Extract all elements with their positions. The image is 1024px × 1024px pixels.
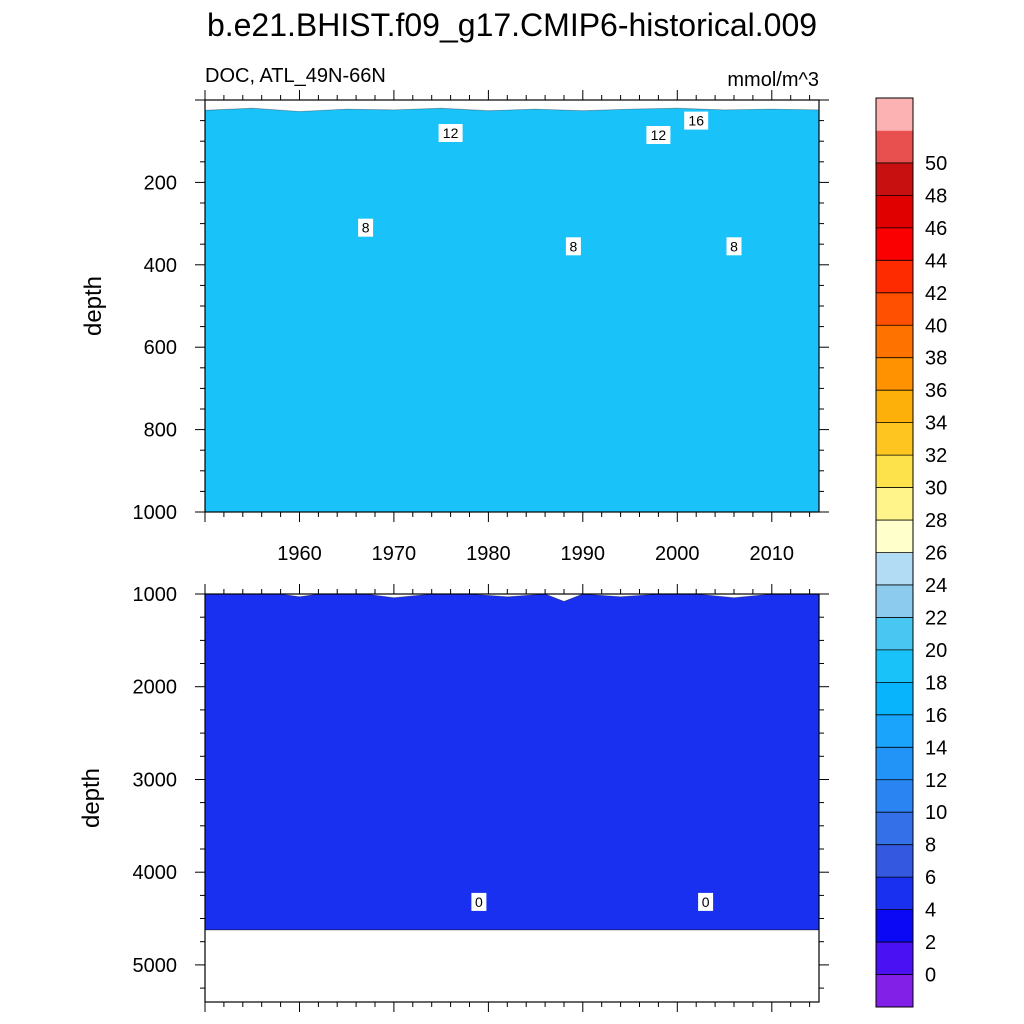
colorbar-swatch-50 xyxy=(876,130,913,164)
colorbar-swatch-6 xyxy=(876,844,913,878)
lower-band-level-6 xyxy=(204,593,820,931)
upper-band-level-18 xyxy=(204,107,820,513)
colorbar-swatch-16 xyxy=(876,682,913,716)
lower-y-tick-label-5000: 5000 xyxy=(133,955,178,977)
colorbar-swatch-40 xyxy=(876,292,913,326)
colorbar-swatch-22 xyxy=(876,584,913,618)
upper-y-tick-label-1000: 1000 xyxy=(133,502,178,524)
colorbar-swatch-4 xyxy=(876,877,913,910)
colorbar-label-30: 30 xyxy=(925,478,947,500)
upper-contour-label-4: 8 xyxy=(570,238,578,254)
colorbar-label-6: 6 xyxy=(925,867,936,889)
lower-y-tick-label-2000: 2000 xyxy=(133,677,178,699)
colorbar-swatch-8 xyxy=(876,812,913,845)
colorbar-swatch-0 xyxy=(876,942,913,975)
upper-y-tick-label-600: 600 xyxy=(144,337,177,359)
colorbar-swatch-20 xyxy=(876,617,913,651)
colorbar-label-46: 46 xyxy=(925,218,947,240)
upper-contour-label-5: 8 xyxy=(730,238,738,254)
colorbar-swatch-30 xyxy=(876,455,913,488)
colorbar-label-12: 12 xyxy=(925,770,947,792)
upper-contour-label-box-5 xyxy=(726,237,742,256)
upper-contour-label-0: 12 xyxy=(443,125,459,141)
colorbar-label-40: 40 xyxy=(925,315,947,337)
upper-x-tick-label-1960: 1960 xyxy=(277,543,322,565)
colorbar-label-36: 36 xyxy=(925,380,947,402)
colorbar-label-0: 0 xyxy=(925,965,936,987)
colorbar-label-38: 38 xyxy=(925,348,947,370)
colorbar-swatch-46 xyxy=(876,195,913,229)
colorbar-label-2: 2 xyxy=(925,932,936,954)
colorbar-swatch-52 xyxy=(876,98,913,131)
upper-units-label: mmol/m^3 xyxy=(727,69,819,91)
colorbar-label-32: 32 xyxy=(925,445,947,467)
colorbar-swatch-34 xyxy=(876,390,913,423)
colorbar-label-10: 10 xyxy=(925,802,947,824)
colorbar-swatch--2 xyxy=(876,974,913,1008)
colorbar-label-28: 28 xyxy=(925,510,947,532)
lower-contour-label-0: 0 xyxy=(475,894,483,910)
colorbar-label-24: 24 xyxy=(925,575,947,597)
upper-y-tick-label-400: 400 xyxy=(144,255,177,277)
colorbar-swatch-28 xyxy=(876,487,913,521)
colorbar-swatch-48 xyxy=(876,162,913,196)
upper-contour-label-2: 16 xyxy=(688,113,704,129)
lower-y-tick-label-3000: 3000 xyxy=(133,770,178,792)
upper-contour-label-box-3 xyxy=(358,218,374,237)
colorbar-swatch-2 xyxy=(876,909,913,943)
upper-y-axis-label: depth xyxy=(80,276,107,336)
lower-y-tick-label-1000: 1000 xyxy=(133,584,178,606)
colorbar-swatch-12 xyxy=(876,747,913,781)
colorbar-label-50: 50 xyxy=(925,153,947,175)
colorbar-label-16: 16 xyxy=(925,705,947,727)
colorbar-swatch-32 xyxy=(876,422,913,456)
colorbar-label-8: 8 xyxy=(925,835,936,857)
colorbar-label-18: 18 xyxy=(925,672,947,694)
colorbar-label-34: 34 xyxy=(925,413,947,435)
colorbar-swatch-24 xyxy=(876,552,913,586)
lower-y-axis-label: depth xyxy=(78,768,105,828)
chart-title: b.e21.BHIST.f09_g17.CMIP6-historical.009 xyxy=(207,7,817,43)
upper-contour-label-box-4 xyxy=(565,237,581,256)
upper-contour-label-1: 12 xyxy=(651,127,667,143)
colorbar-label-26: 26 xyxy=(925,543,947,565)
upper-y-tick-label-200: 200 xyxy=(144,172,177,194)
lower-contour-label-box-1 xyxy=(698,892,714,911)
lower-contour-label-1: 0 xyxy=(702,894,710,910)
lower-y-tick-label-4000: 4000 xyxy=(133,862,178,884)
colorbar-label-48: 48 xyxy=(925,185,947,207)
upper-left-label: DOC, ATL_49N-66N xyxy=(205,65,386,87)
upper-x-tick-label-2010: 2010 xyxy=(750,543,795,565)
colorbar: 0246810121416182022242628303234363840424… xyxy=(875,97,947,1008)
colorbar-label-14: 14 xyxy=(925,737,947,759)
upper-contour-label-3: 8 xyxy=(362,220,370,236)
upper-x-tick-label-2000: 2000 xyxy=(655,543,700,565)
lower-plot-frame xyxy=(204,593,820,1003)
colorbar-label-4: 4 xyxy=(925,900,936,922)
upper-panel: 12 12 16 8 8 8 1960 1970 1980 1990 2000 2010 200 40… xyxy=(80,65,829,565)
colorbar-swatch-10 xyxy=(876,779,913,813)
colorbar-label-22: 22 xyxy=(925,607,947,629)
upper-x-tick-label-1980: 1980 xyxy=(466,543,511,565)
upper-x-tick-label-1990: 1990 xyxy=(561,543,606,565)
colorbar-swatch-26 xyxy=(876,520,913,553)
upper-contour-label-box-1 xyxy=(646,126,671,144)
colorbar-swatch-38 xyxy=(876,325,913,359)
colorbar-label-44: 44 xyxy=(925,250,947,272)
colorbar-label-42: 42 xyxy=(925,283,947,305)
upper-contour-label-box-0 xyxy=(438,124,463,142)
colorbar-swatch-42 xyxy=(876,260,913,294)
upper-x-tick-label-1970: 1970 xyxy=(372,543,417,565)
colorbar-swatch-44 xyxy=(876,227,913,261)
colorbar-swatch-18 xyxy=(876,649,913,683)
upper-contour-label-box-2 xyxy=(684,111,709,130)
colorbar-swatch-14 xyxy=(876,714,913,748)
colorbar-label-20: 20 xyxy=(925,640,947,662)
lower-contour-label-box-0 xyxy=(471,892,487,911)
lower-panel: 0 0 1000 2000 3000 4000 5000 depth xyxy=(78,584,829,1012)
colorbar-swatch-36 xyxy=(876,357,913,391)
upper-y-tick-label-800: 800 xyxy=(144,420,177,442)
